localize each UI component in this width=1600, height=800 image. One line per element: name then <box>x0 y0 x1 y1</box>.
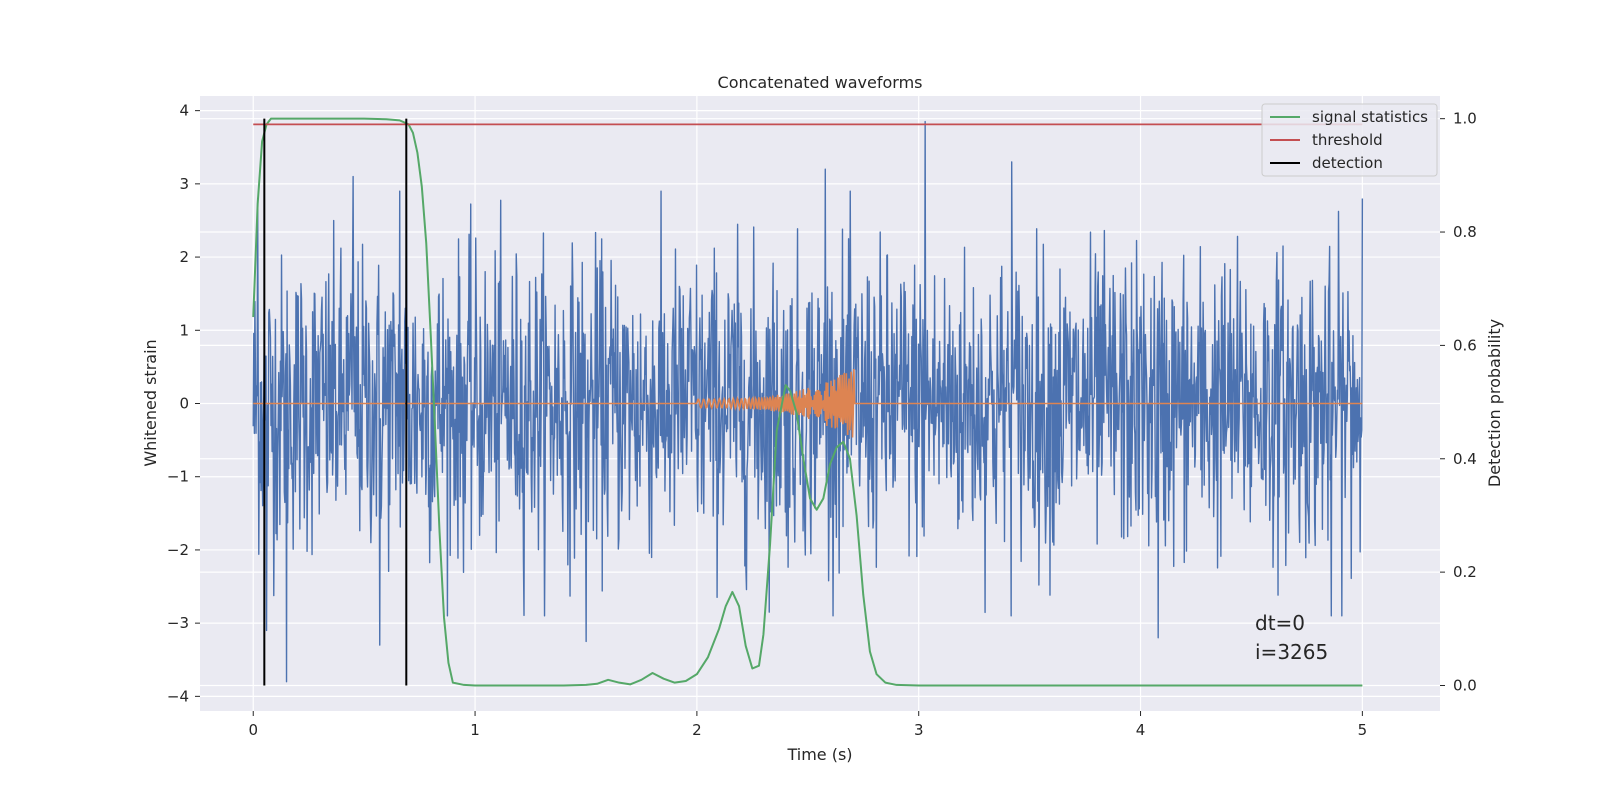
signal-statistics-line <box>252 117 1363 687</box>
y-tick-label: 1 <box>179 321 189 339</box>
y2-tick-label: 1.0 <box>1453 110 1477 128</box>
y-axis-title: Whitened strain <box>141 339 160 466</box>
legend-box <box>1261 103 1438 177</box>
y-tick-label: −2 <box>167 541 189 559</box>
annotation-index: i=3265 <box>1255 640 1328 664</box>
y-tick-label: 0 <box>179 395 189 413</box>
legend-label-detection: detection <box>1312 154 1383 172</box>
legend-label-threshold: threshold <box>1312 131 1383 149</box>
x-tick-label: 2 <box>692 721 702 739</box>
y-tick-label: 4 <box>179 102 189 120</box>
y-tick-label: 2 <box>179 248 189 266</box>
x-tick-label: 0 <box>248 721 258 739</box>
legend-label-signal-statistics: signal statistics <box>1312 108 1428 126</box>
y2-tick-label: 0.4 <box>1453 450 1477 468</box>
y2-tick-label: 0.6 <box>1453 336 1477 354</box>
chart-title: Concatenated waveforms <box>718 73 923 92</box>
y-tick-label: −3 <box>167 614 189 632</box>
y-tick-label: −4 <box>167 687 189 705</box>
x-tick-label: 4 <box>1136 721 1146 739</box>
whitened-strain-line <box>252 120 1364 683</box>
y2-axis-title: Detection probability <box>1485 319 1504 487</box>
y-tick-label: −1 <box>167 468 189 486</box>
template-waveform-series <box>253 368 1363 438</box>
y2-tick-label: 0.2 <box>1453 563 1477 581</box>
annotation-dt: dt=0 <box>1255 611 1305 635</box>
x-axis-title: Time (s) <box>786 745 852 764</box>
legend: signal statistics threshold detection <box>1261 103 1438 177</box>
probability-series <box>252 117 1363 687</box>
y2-tick-label: 0.0 <box>1453 676 1477 694</box>
x-tick-label: 5 <box>1358 721 1368 739</box>
template-waveform-line <box>253 368 1363 438</box>
y2-tick-label: 0.8 <box>1453 223 1477 241</box>
x-tick-label: 3 <box>914 721 924 739</box>
whitened-strain-series <box>252 120 1364 683</box>
ticks: 0 1 2 3 4 5 −4 −3 −2 −1 0 1 2 3 4 0.0 0.2 0.4 0.6 0.8 1.0 <box>167 102 1477 739</box>
x-tick-label: 1 <box>470 721 480 739</box>
y-tick-label: 3 <box>179 175 189 193</box>
